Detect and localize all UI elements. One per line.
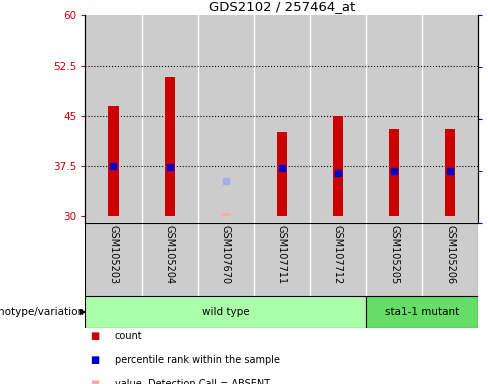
FancyBboxPatch shape — [85, 296, 366, 328]
Text: GSM107670: GSM107670 — [221, 225, 231, 284]
Text: count: count — [115, 331, 142, 341]
Text: GSM105204: GSM105204 — [164, 225, 175, 284]
Bar — [142, 15, 198, 223]
Text: wild type: wild type — [202, 307, 249, 317]
Bar — [366, 15, 422, 223]
Bar — [85, 15, 142, 223]
Text: GSM107712: GSM107712 — [333, 225, 343, 284]
Bar — [277, 132, 287, 216]
Bar — [198, 223, 254, 296]
Bar — [254, 15, 310, 223]
Bar — [422, 15, 478, 223]
Bar — [198, 15, 254, 223]
Title: GDS2102 / 257464_at: GDS2102 / 257464_at — [209, 0, 355, 13]
Bar — [389, 129, 399, 216]
Bar — [221, 213, 231, 216]
Bar — [310, 223, 366, 296]
Bar — [366, 223, 422, 296]
Bar — [108, 106, 119, 216]
Text: GSM105206: GSM105206 — [445, 225, 455, 284]
Bar — [254, 223, 310, 296]
Text: value, Detection Call = ABSENT: value, Detection Call = ABSENT — [115, 379, 270, 384]
Text: ■: ■ — [90, 379, 100, 384]
Bar — [310, 15, 366, 223]
Bar — [164, 77, 175, 216]
Bar — [142, 223, 198, 296]
Text: genotype/variation: genotype/variation — [0, 307, 84, 317]
Text: percentile rank within the sample: percentile rank within the sample — [115, 355, 280, 365]
Text: sta1-1 mutant: sta1-1 mutant — [385, 307, 459, 317]
Text: GSM105205: GSM105205 — [389, 225, 399, 284]
Text: GSM105203: GSM105203 — [108, 225, 119, 284]
Bar — [85, 223, 142, 296]
Bar — [333, 116, 343, 216]
FancyBboxPatch shape — [366, 296, 478, 328]
Bar — [422, 223, 478, 296]
Bar — [445, 129, 455, 216]
Text: GSM107711: GSM107711 — [277, 225, 287, 284]
Text: ■: ■ — [90, 331, 100, 341]
Text: ■: ■ — [90, 355, 100, 365]
